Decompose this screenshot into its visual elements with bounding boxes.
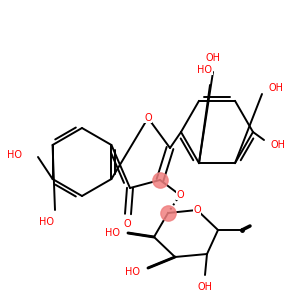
Text: HO: HO <box>104 228 119 238</box>
Text: O: O <box>144 113 152 123</box>
Text: OH: OH <box>197 282 212 292</box>
Text: O: O <box>176 190 184 200</box>
Text: OH: OH <box>271 140 286 150</box>
Text: O: O <box>123 219 131 229</box>
Text: HO: HO <box>7 150 22 160</box>
Text: HO: HO <box>124 267 140 277</box>
Text: OH: OH <box>206 53 220 63</box>
Text: HO: HO <box>40 217 55 227</box>
Text: OH: OH <box>268 83 284 93</box>
Text: O: O <box>193 205 201 215</box>
Text: HO: HO <box>197 65 212 75</box>
